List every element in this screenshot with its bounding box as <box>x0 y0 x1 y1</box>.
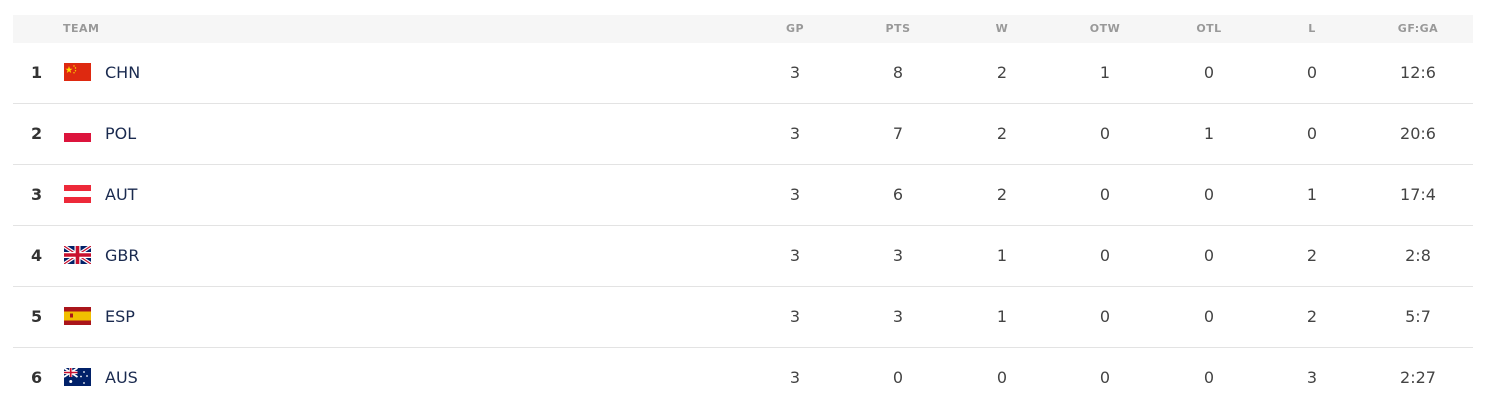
cell-l: 2 <box>1306 246 1318 265</box>
cell-otw: 0 <box>1099 185 1111 204</box>
cell-otl: 0 <box>1203 185 1215 204</box>
australia-flag-icon <box>64 368 91 386</box>
cell-otw: 0 <box>1099 246 1111 265</box>
team-name[interactable]: GBR <box>105 246 140 265</box>
cell-gp: 3 <box>789 124 801 143</box>
rank: 1 <box>31 63 43 82</box>
header-l[interactable]: L <box>1308 22 1316 35</box>
poland-flag-icon <box>64 124 91 142</box>
header-otl[interactable]: OTL <box>1196 22 1222 35</box>
cell-otl: 1 <box>1203 124 1215 143</box>
header-team[interactable]: TEAM <box>63 22 100 35</box>
header-pts[interactable]: PTS <box>885 22 911 35</box>
cell-gfga: 2:8 <box>1405 246 1431 265</box>
cell-l: 1 <box>1306 185 1318 204</box>
header-gfga[interactable]: GF:GA <box>1397 22 1439 35</box>
cell-otl: 0 <box>1203 368 1215 387</box>
standings-table: TEAM GP PTS W OTW OTL L GF:GA 1 CHN 3 8 2 1 0 0… <box>13 15 1473 408</box>
table-row[interactable]: 6 AUS 3 0 0 0 0 3 2:27 <box>13 348 1473 408</box>
team-name[interactable]: AUT <box>105 185 138 204</box>
cell-l: 0 <box>1306 124 1318 143</box>
cell-pts: 8 <box>892 63 904 82</box>
table-header: TEAM GP PTS W OTW OTL L GF:GA <box>13 15 1473 43</box>
cell-w: 1 <box>996 246 1008 265</box>
austria-flag-icon <box>64 185 91 203</box>
rank: 5 <box>31 307 43 326</box>
cell-w: 1 <box>996 307 1008 326</box>
rank: 4 <box>31 246 43 265</box>
cell-gfga: 12:6 <box>1400 63 1436 82</box>
cell-otl: 0 <box>1203 246 1215 265</box>
china-flag-icon <box>64 63 91 81</box>
cell-pts: 3 <box>892 246 904 265</box>
cell-l: 0 <box>1306 63 1318 82</box>
cell-gfga: 5:7 <box>1405 307 1431 326</box>
cell-gfga: 2:27 <box>1400 368 1436 387</box>
table-row[interactable]: 1 CHN 3 8 2 1 0 0 12:6 <box>13 43 1473 104</box>
cell-gfga: 17:4 <box>1400 185 1436 204</box>
cell-gp: 3 <box>789 368 801 387</box>
cell-otw: 1 <box>1099 63 1111 82</box>
uk-flag-icon <box>64 246 91 264</box>
cell-otw: 0 <box>1099 124 1111 143</box>
cell-pts: 6 <box>892 185 904 204</box>
header-w[interactable]: W <box>995 22 1009 35</box>
cell-w: 0 <box>996 368 1008 387</box>
rank: 3 <box>31 185 43 204</box>
table-row[interactable]: 4 GBR 3 3 1 0 0 2 2:8 <box>13 226 1473 287</box>
cell-w: 2 <box>996 63 1008 82</box>
table-row[interactable]: 2 POL 3 7 2 0 1 0 20:6 <box>13 104 1473 165</box>
cell-gp: 3 <box>789 185 801 204</box>
header-otw[interactable]: OTW <box>1089 22 1121 35</box>
team-name[interactable]: AUS <box>105 368 138 387</box>
cell-pts: 7 <box>892 124 904 143</box>
cell-gfga: 20:6 <box>1400 124 1436 143</box>
table-row[interactable]: 5 ESP 3 3 1 0 0 2 5:7 <box>13 287 1473 348</box>
cell-l: 2 <box>1306 307 1318 326</box>
cell-w: 2 <box>996 124 1008 143</box>
spain-flag-icon <box>64 307 91 325</box>
team-name[interactable]: POL <box>105 124 137 143</box>
cell-gp: 3 <box>789 246 801 265</box>
cell-otw: 0 <box>1099 368 1111 387</box>
cell-w: 2 <box>996 185 1008 204</box>
table-row[interactable]: 3 AUT 3 6 2 0 0 1 17:4 <box>13 165 1473 226</box>
cell-otl: 0 <box>1203 307 1215 326</box>
header-gp[interactable]: GP <box>785 22 805 35</box>
cell-pts: 3 <box>892 307 904 326</box>
cell-pts: 0 <box>892 368 904 387</box>
cell-otl: 0 <box>1203 63 1215 82</box>
rank: 2 <box>31 124 43 143</box>
cell-gp: 3 <box>789 63 801 82</box>
cell-otw: 0 <box>1099 307 1111 326</box>
rank: 6 <box>31 368 43 387</box>
team-name[interactable]: CHN <box>105 63 141 82</box>
team-name[interactable]: ESP <box>105 307 135 326</box>
cell-gp: 3 <box>789 307 801 326</box>
cell-l: 3 <box>1306 368 1318 387</box>
